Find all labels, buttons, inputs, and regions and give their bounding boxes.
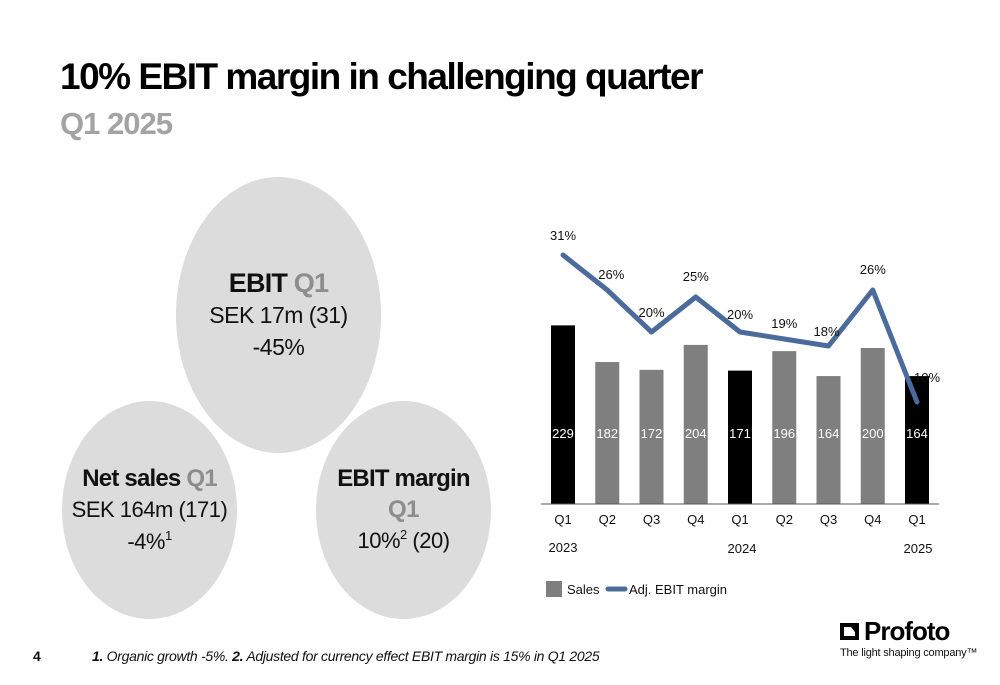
sales-bar [772, 351, 797, 504]
x-tick-label: Q1 [731, 512, 748, 527]
x-tick-label: Q4 [864, 512, 881, 527]
page-title: 10% EBIT margin in challenging quarter [60, 56, 704, 97]
footnote-1-ref: 1. [92, 648, 104, 664]
year-label: 2025 [904, 541, 933, 556]
sales-bar [816, 376, 841, 504]
profoto-logo-text: Profoto [864, 616, 950, 646]
net-sales-kpi-period: Q1 [186, 464, 217, 492]
ebit-kpi-value: SEK 17m (31) [209, 301, 348, 328]
ebit-margin-label: 20% [727, 307, 753, 322]
ebit-margin-label: 26% [598, 267, 624, 282]
sales-bar-label: 229 [552, 426, 574, 441]
ebit-kpi-period: Q1 [293, 267, 329, 298]
net-sales-kpi-change: -4% [127, 528, 165, 554]
sales-bar [683, 344, 708, 504]
sales-bar-label: 204 [685, 426, 707, 441]
legend-sales-label: Sales [567, 582, 600, 597]
ebit-margin-label: 10% [914, 370, 940, 385]
footnote-1-text: Organic growth -5%. [103, 648, 233, 664]
x-tick-label: Q1 [554, 512, 571, 527]
sales-bar-label: 200 [862, 426, 884, 441]
ebit-margin-footnote-ref: 2 [400, 527, 407, 542]
profoto-logo: Profoto [840, 616, 950, 646]
x-tick-label: Q2 [599, 512, 616, 527]
sales-bar [728, 370, 752, 504]
ebit-margin-kpi-previous: (20) [412, 528, 450, 553]
ebit-margin-kpi-circle: EBIT margin Q1 10%2 (20) [316, 401, 491, 619]
net-sales-kpi-change-line: -4%1 [127, 526, 172, 558]
ebit-margin-line [560, 252, 920, 405]
net-sales-kpi-value: SEK 164m (171) [71, 496, 228, 522]
footnote-2-ref: 2. [232, 648, 244, 664]
x-tick-label: Q4 [687, 512, 704, 527]
legend-sales-swatch [546, 581, 562, 597]
sales-bar [639, 369, 664, 504]
ebit-margin-label: 25% [683, 269, 709, 284]
footnote-2-text: Adjusted for currency effect EBIT margin… [243, 648, 600, 664]
net-sales-footnote-ref: 1 [164, 527, 172, 543]
sales-bar-label: 171 [729, 426, 751, 441]
sales-bar [860, 348, 885, 504]
net-sales-kpi-label: Net sales [82, 464, 181, 492]
ebit-kpi-heading: EBIT Q1 [228, 267, 329, 299]
year-label: 2023 [549, 540, 578, 555]
ebit-kpi-circle: EBIT Q1 SEK 17m (31) -45% [176, 177, 381, 453]
ebit-margin-label: 26% [860, 262, 886, 277]
ebit-margin-label: 31% [550, 228, 576, 243]
sales-bar-label: 164 [906, 426, 928, 441]
x-tick-label: Q3 [643, 512, 660, 527]
ebit-kpi-label: EBIT [228, 267, 288, 298]
sales-bar-label: 164 [818, 426, 840, 441]
footnote: 1. Organic growth -5%. 2. Adjusted for c… [92, 648, 600, 664]
ebit-kpi-change: -45% [252, 333, 305, 360]
ebit-margin-label: 19% [771, 316, 797, 331]
sales-bar-label: 196 [773, 426, 795, 441]
year-label: 2024 [728, 541, 757, 556]
ebit-margin-label: 18% [813, 324, 839, 339]
x-tick-label: Q3 [820, 512, 837, 527]
net-sales-kpi-heading: Net sales Q1 [82, 463, 217, 494]
sales-bar [551, 325, 575, 504]
page-subtitle: Q1 2025 [60, 106, 173, 141]
ebit-margin-kpi-value-line: 10%2 (20) [357, 525, 450, 557]
profoto-tagline: The light shaping company™ [840, 647, 978, 659]
ebit-margin-kpi-value: 10% [357, 528, 401, 553]
profoto-logo-icon [840, 622, 859, 640]
ebit-margin-kpi-label: EBIT margin [337, 465, 470, 492]
page-number: 4 [33, 648, 41, 664]
x-tick-label: Q1 [908, 512, 925, 527]
x-tick-label: Q2 [776, 512, 793, 527]
legend-margin-label: Adj. EBIT margin [629, 582, 727, 597]
sales-bar [595, 362, 620, 504]
ebit-margin-label: 20% [638, 305, 664, 320]
sales-bar-label: 172 [641, 426, 663, 441]
ebit-margin-kpi-period: Q1 [387, 496, 420, 523]
sales-bar-label: 182 [596, 426, 618, 441]
net-sales-kpi-circle: Net sales Q1 SEK 164m (171) -4%1 [62, 401, 237, 619]
